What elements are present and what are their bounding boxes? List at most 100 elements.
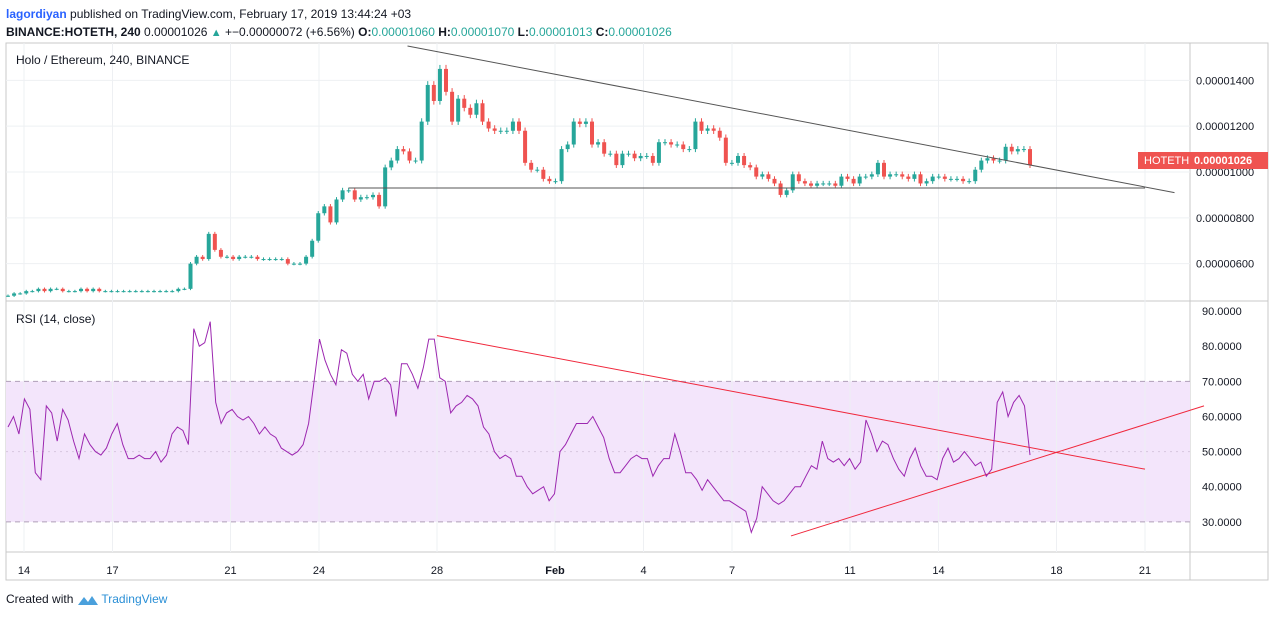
candle-body	[273, 259, 278, 261]
x-tick-label: 18	[1050, 565, 1062, 577]
candle-body	[310, 240, 315, 257]
candle-body	[596, 142, 601, 145]
x-tick-label: 21	[1139, 565, 1151, 577]
candle-body	[906, 176, 911, 179]
candle-body	[577, 121, 582, 124]
candle-body	[924, 181, 929, 184]
candle-body	[948, 178, 953, 180]
candle-body	[1003, 146, 1008, 161]
candle-body	[942, 176, 947, 179]
candle-body	[97, 288, 102, 292]
candle-body	[212, 233, 217, 250]
candle-body	[85, 288, 90, 292]
x-tick-label: Feb	[545, 565, 565, 577]
candle-body	[888, 174, 893, 177]
high-label: H:	[438, 25, 451, 39]
candle-body	[261, 259, 266, 261]
candle-body	[267, 259, 272, 261]
candle-body	[334, 199, 339, 223]
candle-body	[553, 181, 558, 183]
candle-body	[24, 291, 29, 294]
candle-body	[30, 291, 35, 293]
price-tag: HOTETH 0.00001026	[1138, 152, 1268, 169]
candle-body	[620, 153, 625, 166]
candle-body	[456, 98, 461, 122]
price-tick-label: 0.00001000	[1196, 167, 1254, 179]
candle-body	[614, 153, 619, 166]
rsi-tick-label: 50.0000	[1202, 447, 1242, 459]
candle-body	[182, 288, 187, 290]
candle-body	[772, 178, 777, 184]
candle-body	[997, 160, 1002, 162]
candle-body	[158, 291, 163, 293]
candle-body	[955, 178, 959, 180]
candle-body	[462, 98, 467, 108]
candle-body	[206, 233, 211, 260]
candle-body	[486, 121, 491, 129]
candle-body	[291, 263, 296, 265]
candle-body	[42, 288, 47, 292]
footer: Created with TradingView	[6, 592, 167, 606]
candle-body	[419, 121, 424, 161]
candle-body	[517, 121, 521, 131]
candle-body	[979, 160, 984, 170]
candle-body	[796, 174, 801, 182]
candle-body	[79, 288, 83, 292]
candle-body	[1009, 146, 1014, 152]
candle-body	[1021, 149, 1026, 151]
rsi-tick-label: 60.0000	[1202, 411, 1242, 423]
candle-body	[304, 256, 309, 264]
candle-body	[973, 169, 978, 182]
chart-frame	[5, 42, 1269, 581]
candle-body	[851, 178, 856, 184]
candle-body	[48, 288, 53, 292]
candle-body	[346, 190, 351, 192]
candle-body	[656, 142, 661, 163]
price-pane-title: Holo / Ethereum, 240, BINANCE	[16, 53, 189, 67]
candle-body	[425, 84, 430, 122]
candle-body	[60, 288, 65, 292]
candle-body	[875, 162, 880, 175]
candle-body	[602, 142, 607, 154]
candle-body	[176, 288, 181, 292]
open-value: 0.00001060	[371, 25, 435, 39]
candle-body	[444, 68, 448, 92]
candle-body	[863, 176, 868, 178]
candle-body	[754, 167, 759, 177]
symbol-label: BINANCE:HOTETH, 240	[6, 25, 141, 39]
candle-body	[565, 144, 570, 150]
author-link[interactable]: lagordiyan	[6, 7, 67, 21]
last-price: 0.00001026	[144, 25, 208, 39]
candle-body	[663, 142, 667, 144]
candle-body	[723, 137, 728, 163]
x-tick-label: 24	[313, 565, 325, 577]
rsi-tick-label: 40.0000	[1202, 482, 1242, 494]
candle-body	[72, 291, 77, 293]
candle-body	[200, 256, 205, 260]
candle-body	[377, 194, 382, 207]
candle-body	[821, 183, 826, 185]
candle-body	[583, 121, 588, 124]
candle-body	[936, 176, 941, 178]
candle-body	[340, 190, 345, 200]
candle-body	[371, 194, 375, 198]
candle-body	[523, 130, 528, 163]
candle-body	[352, 190, 357, 200]
close-label: C:	[595, 25, 609, 39]
candle-body	[243, 256, 248, 258]
candle-body	[364, 197, 369, 199]
rsi-tick-label: 80.0000	[1202, 341, 1242, 353]
candle-body	[121, 291, 126, 293]
candle-body	[407, 151, 412, 161]
candle-body	[1028, 149, 1032, 166]
candle-body	[571, 121, 576, 145]
x-axis-labels: 14 17 21 24 28 Feb 4 7 11 14 18 21	[18, 565, 1151, 577]
price-tick-label: 0.00001400	[1196, 75, 1254, 87]
candle-body	[833, 183, 838, 186]
candle-body	[687, 149, 692, 151]
candle-body	[802, 181, 807, 184]
price-tick-label: 0.00000600	[1196, 259, 1254, 271]
candle-body	[437, 68, 442, 101]
tradingview-brand[interactable]: TradingView	[101, 592, 168, 606]
